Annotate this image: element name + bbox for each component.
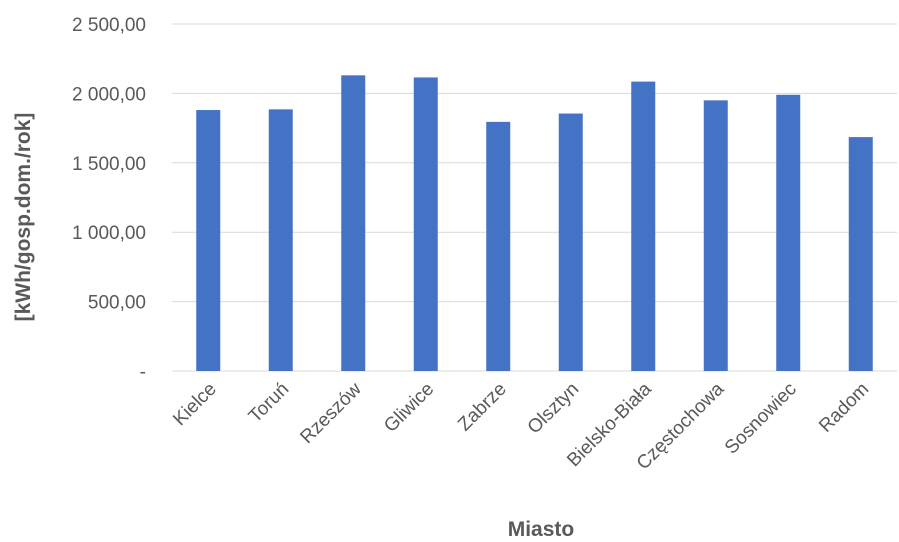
x-tick-label: Gliwice — [380, 379, 438, 437]
bar — [486, 121, 511, 371]
bar — [848, 137, 873, 371]
y-axis-ticks: - 500,00 1 000,00 1 500,00 2 000,00 2 500,00 — [72, 15, 146, 383]
x-tick-label: Radom — [815, 379, 873, 437]
bar — [268, 109, 293, 371]
y-tick-label: 1 000,00 — [72, 223, 146, 244]
bars — [196, 75, 873, 372]
gridlines — [172, 23, 897, 372]
x-tick-label: Rzeszów — [296, 378, 366, 448]
bar — [703, 100, 728, 371]
bar — [776, 94, 801, 372]
x-tick-label: Zabrze — [454, 379, 511, 436]
x-axis-ticks: Kielce Toruń Rzeszów Gliwice Zabrze OlsztynBi… — [169, 378, 873, 474]
y-tick-label: - — [140, 362, 146, 383]
y-tick-label: 2 000,00 — [72, 84, 146, 105]
x-tick-label: Kielce — [169, 379, 220, 430]
bar — [413, 77, 438, 372]
y-tick-label: 1 500,00 — [72, 154, 146, 175]
bar — [631, 81, 656, 372]
bar — [558, 113, 583, 371]
y-tick-label: 500,00 — [88, 293, 146, 314]
x-tick-label: Toruń — [245, 379, 293, 427]
x-tick-label: Olsztyn — [524, 379, 584, 439]
bar — [196, 110, 221, 371]
y-axis-title: [kWh/gosp.dom./rok] — [12, 113, 35, 322]
x-tick-label: Sosnowiec — [721, 379, 801, 459]
y-tick-label: 2 500,00 — [72, 15, 146, 36]
bar — [341, 75, 366, 371]
x-axis-title: Miasto — [508, 518, 575, 541]
